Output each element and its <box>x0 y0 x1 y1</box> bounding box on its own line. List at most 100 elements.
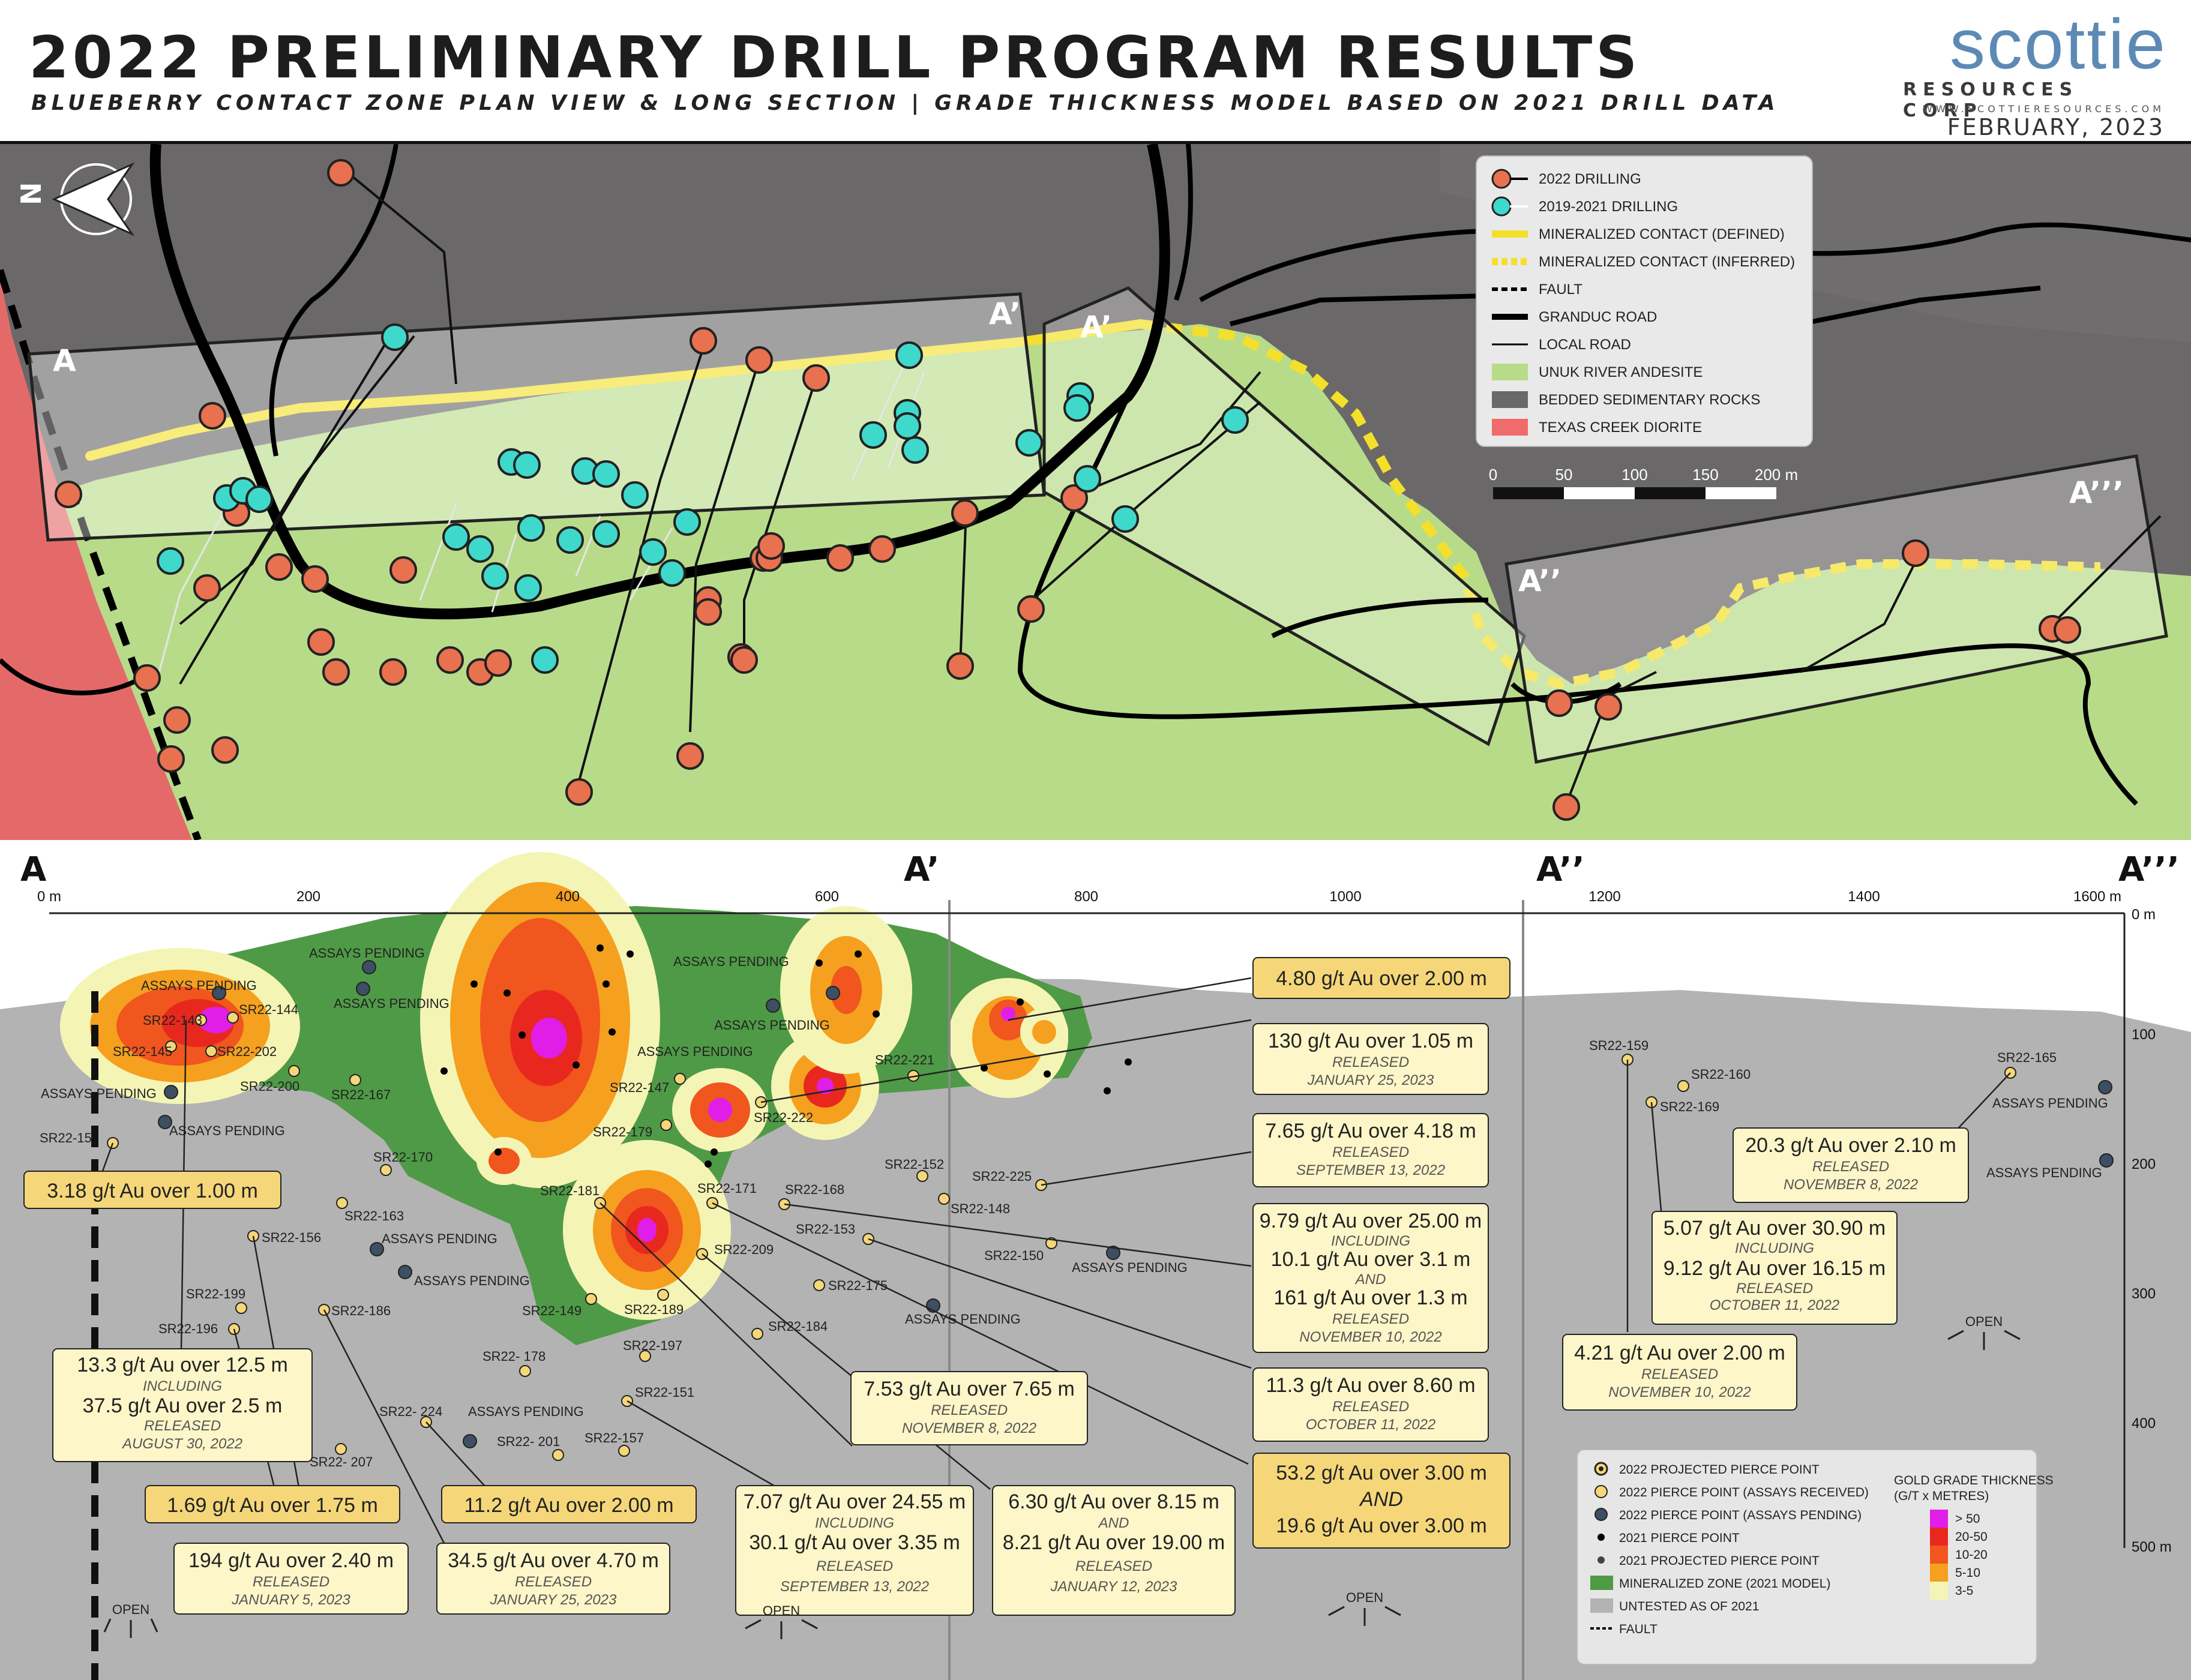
drill-traces <box>179 167 2162 805</box>
plan-label-a2: A’’ <box>1518 563 1561 598</box>
result-box-194: 194 g/t Au over 2.40 m RELEASED JANUARY … <box>173 1543 409 1615</box>
page-title: 2022 PRELIMINARY DRILL PROGRAM RESULTS <box>29 24 1641 91</box>
sec-legend-projected-pierce: 2022 PROJECTED PIERCE POINT <box>1594 1462 1820 1477</box>
result-box-4-21: 4.21 g/t Au over 2.00 m RELEASED NOVEMBE… <box>1562 1334 1797 1411</box>
hole-label-sr22-167: SR22-167 <box>331 1087 391 1102</box>
depth-tick-200: 200 <box>2132 1156 2156 1172</box>
scale-bar: 0 50 100 150 200 m <box>1489 466 1798 499</box>
legend-item-contact-defined: MINERALIZED CONTACT (DEFINED) <box>1492 226 1785 242</box>
hole-label-sr22-225: SR22-225 <box>972 1169 1032 1184</box>
sec-legend-assays-received: 2022 PIERCE POINT (ASSAYS RECEIVED) <box>1594 1485 1869 1499</box>
depth-tick-400: 400 <box>2132 1415 2156 1432</box>
hole-label-sr22-171: SR22-171 <box>697 1181 757 1196</box>
result-4-80-grade: 4.80 g/t Au over 2.00 m <box>1276 967 1487 990</box>
assays-pending-label-15: ASSAYS PENDING <box>1986 1165 2102 1180</box>
legend-item-2019-2021-drilling: 2019-2021 DRILLING <box>1491 196 1678 217</box>
grade-class-3-5: 3-5 <box>1955 1584 1973 1598</box>
result-box-20-3: 20.3 g/t Au over 2.10 m RELEASED NOVEMBE… <box>1733 1127 1969 1203</box>
sec-legend-label-5: 2021 PROJECTED PIERCE POINT <box>1619 1554 1820 1568</box>
result-9-79-date: NOVEMBER 10, 2022 <box>1299 1329 1441 1345</box>
sec-legend-label-7: UNTESTED AS OF 2021 <box>1619 1600 1759 1613</box>
x-tick-200: 200 <box>296 889 320 905</box>
hole-sr22-189: SR22-189 <box>624 1289 684 1317</box>
result-194-grade: 194 g/t Au over 2.40 m <box>188 1549 394 1572</box>
assays-pending-label-5: ASSAYS PENDING <box>169 1123 285 1138</box>
hole-sr22-145: SR22-145 <box>113 1040 177 1059</box>
open-marker-4: OPEN <box>1947 1314 2021 1350</box>
result-box-9-79: 9.79 g/t Au over 25.00 m INCLUDING 10.1 … <box>1252 1203 1489 1353</box>
open-label-2: OPEN <box>763 1603 800 1618</box>
header: 2022 PRELIMINARY DRILL PROGRAM RESULTS B… <box>0 0 2191 144</box>
result-3-18-grade: 3.18 g/t Au over 1.00 m <box>47 1180 258 1202</box>
assays-pending-label-1: ASSAYS PENDING <box>141 978 257 993</box>
plan-label-a1-right: A’ <box>1080 310 1112 344</box>
plan-label-a3: A’’’ <box>2069 475 2124 510</box>
x-tick-800: 800 <box>1074 889 1098 905</box>
result-7-53-status: RELEASED <box>931 1402 1008 1418</box>
result-194-date: JANUARY 5, 2023 <box>231 1592 350 1608</box>
legend-label-granduc-road: GRANDUC ROAD <box>1539 309 1657 325</box>
sec-legend-label-1: 2022 PROJECTED PIERCE POINT <box>1619 1463 1820 1477</box>
hole-label-sr22-178: SR22- 178 <box>482 1349 545 1364</box>
sec-legend-assays-pending: 2022 PIERCE POINT (ASSAYS PENDING) <box>1594 1508 1862 1522</box>
hole-sr22-221: SR22-221 <box>875 1052 934 1082</box>
result-6-30-grade: 6.30 g/t Au over 8.15 m <box>1008 1490 1219 1513</box>
open-marker-1: OPEN <box>103 1602 158 1638</box>
hole-sr22-201: SR22- 201 <box>497 1434 564 1461</box>
result-box-6-30: 6.30 g/t Au over 8.15 m AND 8.21 g/t Au … <box>992 1485 1236 1616</box>
legend-label-diorite: TEXAS CREEK DIORITE <box>1539 419 1702 436</box>
hole-label-sr22-153: SR22-153 <box>796 1222 855 1237</box>
x-tick-0: 0 m <box>37 889 61 905</box>
plan-label-a1-left: A’ <box>989 296 1021 331</box>
hole-sr22-202: SR22-202 <box>205 1044 277 1059</box>
assays-pending-label-11: ASSAYS PENDING <box>637 1044 753 1059</box>
legend-item-andesite: UNUK RIVER ANDESITE <box>1492 364 1703 380</box>
result-9-79-incl-label: INCLUDING <box>1331 1233 1410 1249</box>
assays-pending-label-7: ASSAYS PENDING <box>414 1273 530 1288</box>
result-20-3-grade: 20.3 g/t Au over 2.10 m <box>1745 1134 1956 1157</box>
x-tick-600: 600 <box>815 889 839 905</box>
section-label-a1: A’ <box>904 850 939 889</box>
legend-label-local-road: LOCAL ROAD <box>1539 337 1631 353</box>
grade-scale-subtitle: (G/T x METRES) <box>1894 1489 1989 1503</box>
result-13-3-incl: 37.5 g/t Au over 2.5 m <box>83 1394 283 1417</box>
hole-label-sr22-207: SR22- 207 <box>310 1454 373 1469</box>
result-6-30-incl: 8.21 g/t Au over 19.00 m <box>1003 1531 1225 1554</box>
hole-sr22-196: SR22-196 <box>158 1321 240 1336</box>
result-box-3-18: 3.18 g/t Au over 1.00 m <box>23 1171 281 1209</box>
hole-sr22-157: SR22-157 <box>585 1430 644 1457</box>
hole-sr22-149: SR22-149 <box>522 1293 597 1318</box>
sec-legend-label-2: 2022 PIERCE POINT (ASSAYS RECEIVED) <box>1619 1486 1869 1499</box>
plan-view-map: A A’ A’ A’’ A’’’ N 2022 DRILLING 2019-20… <box>0 144 2191 840</box>
grade-blob-1 <box>60 948 300 1104</box>
result-34-5-grade: 34.5 g/t Au over 4.70 m <box>448 1549 659 1572</box>
result-7-07-status: RELEASED <box>816 1558 893 1574</box>
assays-pending-label-9: ASSAYS PENDING <box>673 954 789 969</box>
assays-pending-label-6: ASSAYS PENDING <box>382 1231 497 1246</box>
result-9-79-status: RELEASED <box>1332 1311 1409 1327</box>
x-tick-1200: 1200 <box>1588 889 1620 905</box>
sec-legend-fault: FAULT <box>1590 1622 1658 1636</box>
hole-label-sr22-152: SR22-152 <box>885 1157 944 1172</box>
mineralized-contact-inferred <box>1140 319 2101 689</box>
sec-legend-label-4: 2021 PIERCE POINT <box>1619 1531 1740 1545</box>
north-arrow: N <box>15 162 135 236</box>
result-box-7-53: 7.53 g/t Au over 7.65 m RELEASED NOVEMBE… <box>850 1371 1088 1445</box>
hole-sr22-181: SR22-181 <box>540 1183 606 1209</box>
section-box-a1-a2 <box>1042 286 1526 746</box>
hole-label-sr22-175: SR22-175 <box>828 1278 888 1293</box>
hole-sr22-179: SR22-179 <box>593 1119 672 1139</box>
result-130-status: RELEASED <box>1332 1054 1409 1070</box>
hole-label-sr22-196: SR22-196 <box>158 1321 218 1336</box>
result-7-65-status: RELEASED <box>1332 1144 1409 1160</box>
section-box-a-a1 <box>27 292 1046 542</box>
assays-pending-labels: ASSAYS PENDING ASSAYS PENDING ASSAYS PEN… <box>41 946 2108 1419</box>
hole-label-sr22-15: SR22-15 <box>40 1130 92 1145</box>
section-label-a: A <box>20 850 47 889</box>
plan-label-a: A <box>53 343 76 378</box>
assays-pending-label-14: ASSAYS PENDING <box>1992 1096 2108 1111</box>
hole-sr22-225: SR22-225 <box>972 1169 1047 1191</box>
mineralized-contact-defined <box>85 319 1145 461</box>
assays-pending-label-13: ASSAYS PENDING <box>905 1312 1021 1327</box>
legend-item-granduc-road: GRANDUC ROAD <box>1492 309 1657 325</box>
